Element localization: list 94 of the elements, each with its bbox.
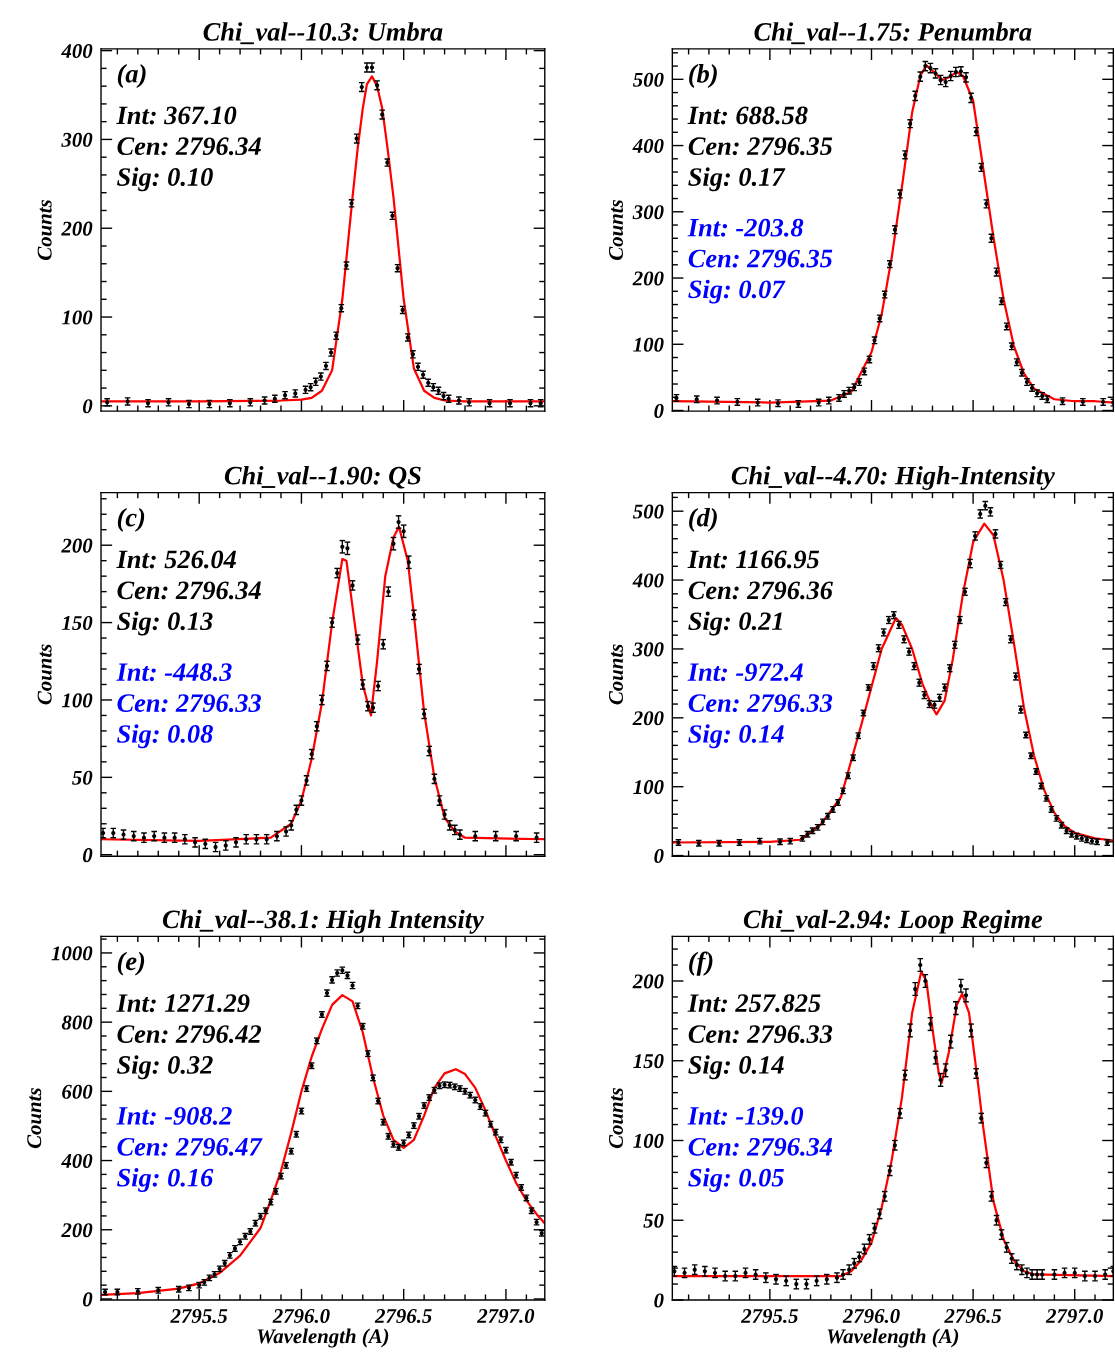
annotation: Sig: 0.10 — [117, 167, 213, 192]
y-tick-label: 300 — [632, 205, 664, 220]
y-tick-label: 0 — [82, 1292, 93, 1307]
y-tick-label: 600 — [62, 1084, 93, 1099]
y-tick-label: 200 — [632, 271, 664, 286]
y-tick-label: 100 — [633, 1133, 664, 1148]
y-tick-label: 400 — [632, 138, 664, 153]
annotation: Sig: 0.08 — [117, 724, 213, 749]
y-axis-title: Counts — [608, 199, 624, 260]
annotation: Cen: 2796.35 — [688, 249, 833, 268]
y-tick-label: 200 — [61, 538, 93, 553]
annotation: Int: -908.2 — [116, 1106, 232, 1125]
annotation: Int: -972.4 — [687, 663, 803, 682]
y-tick-label: 200 — [632, 711, 664, 726]
y-tick-label: 300 — [61, 132, 93, 147]
y-tick-label: 400 — [61, 44, 93, 59]
annotation: Int: -203.8 — [687, 218, 804, 237]
chart-title: Chi_val--10.3: Umbra — [203, 22, 443, 45]
annotation: Cen: 2796.42 — [117, 1025, 262, 1044]
annotation: Cen: 2796.47 — [117, 1137, 263, 1156]
annotation: (f) — [689, 951, 713, 976]
y-tick-label: 50 — [643, 1213, 664, 1228]
annotation: Cen: 2796.36 — [688, 581, 833, 600]
x-tick-label: 2795.5 — [170, 1309, 228, 1324]
annotation: Sig: 0.07 — [688, 279, 786, 304]
y-tick-label: 100 — [61, 310, 93, 325]
chart-title: Chi_val--38.1: High Intensity — [162, 909, 484, 934]
y-axis-title: Counts — [27, 1088, 42, 1149]
y-tick-label: 500 — [633, 504, 664, 519]
annotation: Sig: 0.16 — [117, 1168, 214, 1192]
annotation: (e) — [117, 951, 145, 976]
annotation: Sig: 0.14 — [688, 724, 784, 749]
annotation: (b) — [689, 64, 717, 88]
x-axis-title: Wavelength (A) — [827, 1328, 959, 1348]
y-axis-title: Counts — [608, 1088, 624, 1149]
x-tick-label: 2796.5 — [944, 1309, 1002, 1324]
annotation: (c) — [117, 507, 145, 532]
annotation: Cen: 2796.35 — [688, 137, 833, 156]
y-tick-label: 0 — [654, 1293, 664, 1308]
y-tick-label: 400 — [61, 1153, 93, 1168]
annotation: Cen: 2796.34 — [117, 137, 261, 156]
y-tick-label: 100 — [633, 780, 664, 795]
annotation: Int: 1166.95 — [687, 550, 820, 569]
annotation: Int: 688.58 — [687, 106, 808, 125]
annotation: (d) — [689, 507, 717, 532]
annotation: Cen: 2796.33 — [117, 694, 261, 713]
annotation: Int: 526.04 — [116, 550, 236, 569]
annotation: Cen: 2796.34 — [688, 1137, 833, 1156]
y-tick-label: 400 — [632, 573, 664, 588]
chart-title: Chi_val--1.90: QS — [224, 465, 421, 489]
x-tick-label: 2796.0 — [272, 1308, 330, 1324]
chart-title: Chi_val--4.70: High-Intensity — [731, 465, 1055, 490]
annotation: Sig: 0.21 — [688, 611, 782, 636]
x-tick-label: 2795.5 — [740, 1309, 798, 1324]
y-tick-label: 1000 — [51, 946, 93, 961]
annotation: Int: -448.3 — [116, 663, 232, 682]
x-axis-title: Wavelength (A) — [257, 1328, 389, 1348]
y-tick-label: 200 — [632, 974, 664, 989]
annotation: Sig: 0.32 — [117, 1055, 213, 1080]
y-axis-title: Counts — [37, 644, 52, 705]
x-tick-label: 2797.0 — [1045, 1308, 1103, 1324]
y-tick-label: 0 — [82, 399, 93, 414]
y-tick-label: 0 — [82, 848, 93, 863]
y-tick-label: 500 — [633, 72, 664, 87]
annotation: Sig: 0.05 — [688, 1168, 784, 1192]
annotation: Sig: 0.14 — [688, 1055, 784, 1080]
y-tick-label: 150 — [633, 1054, 664, 1069]
chart-title: Chi_val-2.94: Loop Regime — [743, 909, 1043, 934]
annotation: Int: 1271.29 — [116, 994, 250, 1013]
y-tick-label: 300 — [632, 642, 664, 657]
y-axis-title: Counts — [37, 199, 52, 260]
annotation: Cen: 2796.34 — [117, 581, 261, 600]
annotation: Int: 257.825 — [687, 994, 821, 1013]
annotation: Sig: 0.13 — [117, 611, 213, 636]
x-tick-label: 2796.5 — [374, 1309, 432, 1324]
x-tick-label: 2796.0 — [842, 1308, 900, 1324]
x-tick-label: 2797.0 — [477, 1308, 535, 1324]
y-tick-label: 0 — [654, 403, 664, 418]
y-tick-label: 0 — [654, 848, 664, 864]
annotation: (a) — [117, 64, 146, 88]
annotation: Int: 367.10 — [116, 106, 237, 125]
chart-title: Chi_val--1.75: Penumbra — [754, 22, 1032, 45]
annotation: Int: -139.0 — [687, 1106, 804, 1125]
y-tick-label: 50 — [72, 770, 93, 785]
y-tick-label: 800 — [61, 1015, 93, 1030]
annotation: Sig: 0.17 — [688, 167, 786, 192]
y-tick-label: 100 — [633, 337, 664, 352]
y-tick-label: 100 — [61, 693, 93, 708]
annotation: Cen: 2796.33 — [688, 1025, 833, 1044]
y-axis-title: Counts — [608, 644, 624, 705]
y-tick-label: 150 — [61, 615, 93, 631]
annotation: Cen: 2796.33 — [688, 694, 833, 713]
y-tick-label: 200 — [61, 221, 93, 236]
y-tick-label: 200 — [61, 1223, 93, 1238]
